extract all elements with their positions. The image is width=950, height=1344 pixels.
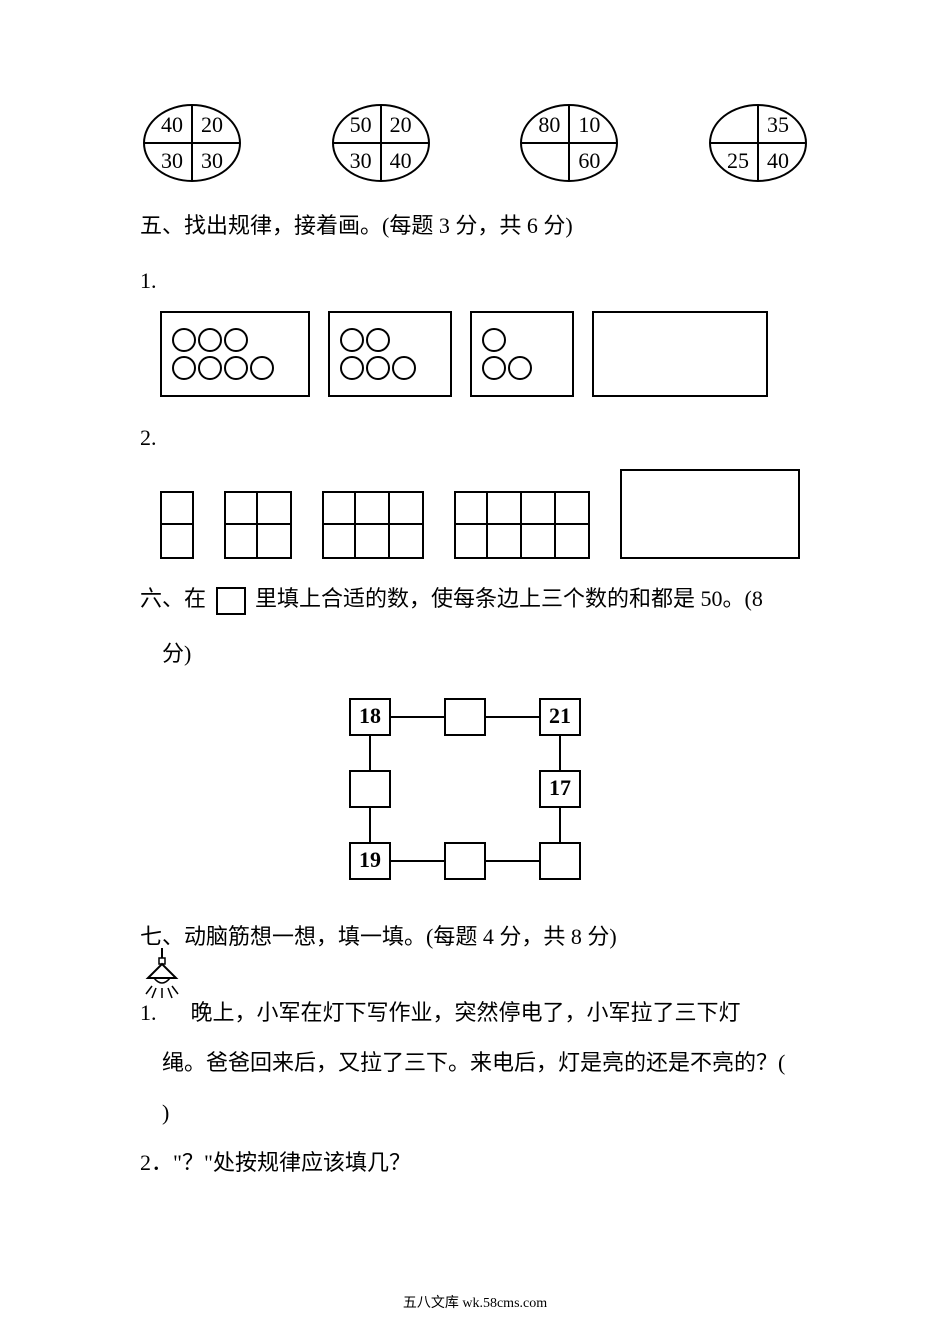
cell-br: 30: [194, 148, 230, 174]
magic-tl: 18: [359, 703, 381, 728]
answer-blank-box: [620, 469, 800, 559]
pattern-box: [592, 311, 768, 397]
pattern-squares-row: [160, 469, 810, 559]
cell-bl: 30: [343, 148, 379, 174]
circle-icon: [224, 356, 248, 380]
square-cell: [160, 491, 194, 525]
circle-icon: [250, 356, 274, 380]
square-cell: [454, 491, 488, 525]
square-group: [160, 491, 194, 559]
square-cell: [522, 491, 556, 525]
square-group: [454, 491, 590, 559]
cell-tr: 20: [383, 112, 419, 138]
circle-table-4: 35 25 40: [706, 100, 810, 186]
cell-br: 40: [383, 148, 419, 174]
pattern-box: [160, 311, 310, 397]
circle-icon: [392, 356, 416, 380]
circle-icon: [482, 328, 506, 352]
cell-tl: 50: [343, 112, 379, 138]
pattern-box: [328, 311, 452, 397]
section-5-heading: 五、找出规律，接着画。(每题 3 分，共 6 分): [140, 206, 810, 246]
magic-tr: 21: [549, 703, 571, 728]
section-6-heading-c: 分): [140, 633, 810, 675]
cell-tr: 10: [571, 112, 607, 138]
page-root: 40 20 30 30 50 20 30 40 80 10: [140, 100, 810, 1183]
square-cell: [556, 491, 590, 525]
square-cell: [356, 491, 390, 525]
square-group: [224, 491, 292, 559]
blank-box-icon: [216, 587, 246, 615]
section-6-heading: 六、在 里填上合适的数，使每条边上三个数的和都是 50。(8: [140, 579, 810, 619]
circle-icon: [224, 328, 248, 352]
circle-icon: [172, 356, 196, 380]
section-7-q1-line3: ): [140, 1092, 810, 1134]
circle-icon: [482, 356, 506, 380]
cell-br: 60: [571, 148, 607, 174]
section-6-heading-a: 六、在: [140, 586, 206, 611]
section-6-heading-b: 里填上合适的数，使每条边上三个数的和都是 50。(8: [255, 586, 763, 611]
circle-icon: [198, 328, 222, 352]
cell-tr: 35: [760, 112, 796, 138]
section-7-q1-line1: 1. 晚上，小军在灯下写作业，突然停电了，小军拉了三下灯: [140, 992, 810, 1034]
cell-br: 40: [760, 148, 796, 174]
magic-r: 17: [549, 775, 571, 800]
circle-tables-row: 40 20 30 30 50 20 30 40 80 10: [140, 100, 810, 186]
cell-tr: 20: [194, 112, 230, 138]
square-cell: [160, 525, 194, 559]
circle-table-1: 40 20 30 30: [140, 100, 244, 186]
section-7-heading: 七、动脑筋想一想，填一填。(每题 4 分，共 8 分): [140, 917, 810, 957]
circle-table-2: 50 20 30 40: [329, 100, 433, 186]
cell-bl: 25: [720, 148, 756, 174]
section-5-item1-label: 1.: [140, 260, 810, 302]
square-cell: [522, 525, 556, 559]
q1-text-a: 晚上，小军在灯下写作业，突然停电了，小军拉了三下灯: [191, 1000, 741, 1025]
q1-label: 1.: [140, 1000, 157, 1025]
circle-icon: [508, 356, 532, 380]
square-cell: [556, 525, 590, 559]
square-cell: [224, 491, 258, 525]
section-7-q1-line2: 绳。爸爸回来后，又拉了三下。来电后，灯是亮的还是不亮的？(: [140, 1042, 810, 1084]
square-cell: [258, 525, 292, 559]
square-cell: [488, 525, 522, 559]
circle-icon: [172, 328, 196, 352]
section-5-item2-label: 2.: [140, 417, 810, 459]
cell-tl: 40: [154, 112, 190, 138]
circle-icon: [340, 328, 364, 352]
pattern-box: [470, 311, 574, 397]
square-cell: [390, 525, 424, 559]
pattern-circles-row: [160, 311, 810, 397]
circle-table-3: 80 10 60: [517, 100, 621, 186]
cell-tl: 80: [531, 112, 567, 138]
magic-square-svg: 18 21 17 19: [340, 689, 610, 899]
square-group: [322, 491, 424, 559]
circle-icon: [198, 356, 222, 380]
square-cell: [322, 491, 356, 525]
square-cell: [454, 525, 488, 559]
square-cell: [224, 525, 258, 559]
magic-bl: 19: [359, 847, 381, 872]
square-cell: [322, 525, 356, 559]
section-7-q2: 2．"？"处按规律应该填几？: [140, 1142, 810, 1184]
circle-icon: [340, 356, 364, 380]
circle-icon: [366, 328, 390, 352]
cell-bl: 30: [154, 148, 190, 174]
square-cell: [390, 491, 424, 525]
square-cell: [258, 491, 292, 525]
page-footer: 五八文库 wk.58cms.com: [0, 1292, 950, 1312]
square-cell: [356, 525, 390, 559]
circle-icon: [366, 356, 390, 380]
square-cell: [488, 491, 522, 525]
magic-square-puzzle: 18 21 17 19: [140, 689, 810, 899]
lamp-icon: [138, 948, 186, 1002]
